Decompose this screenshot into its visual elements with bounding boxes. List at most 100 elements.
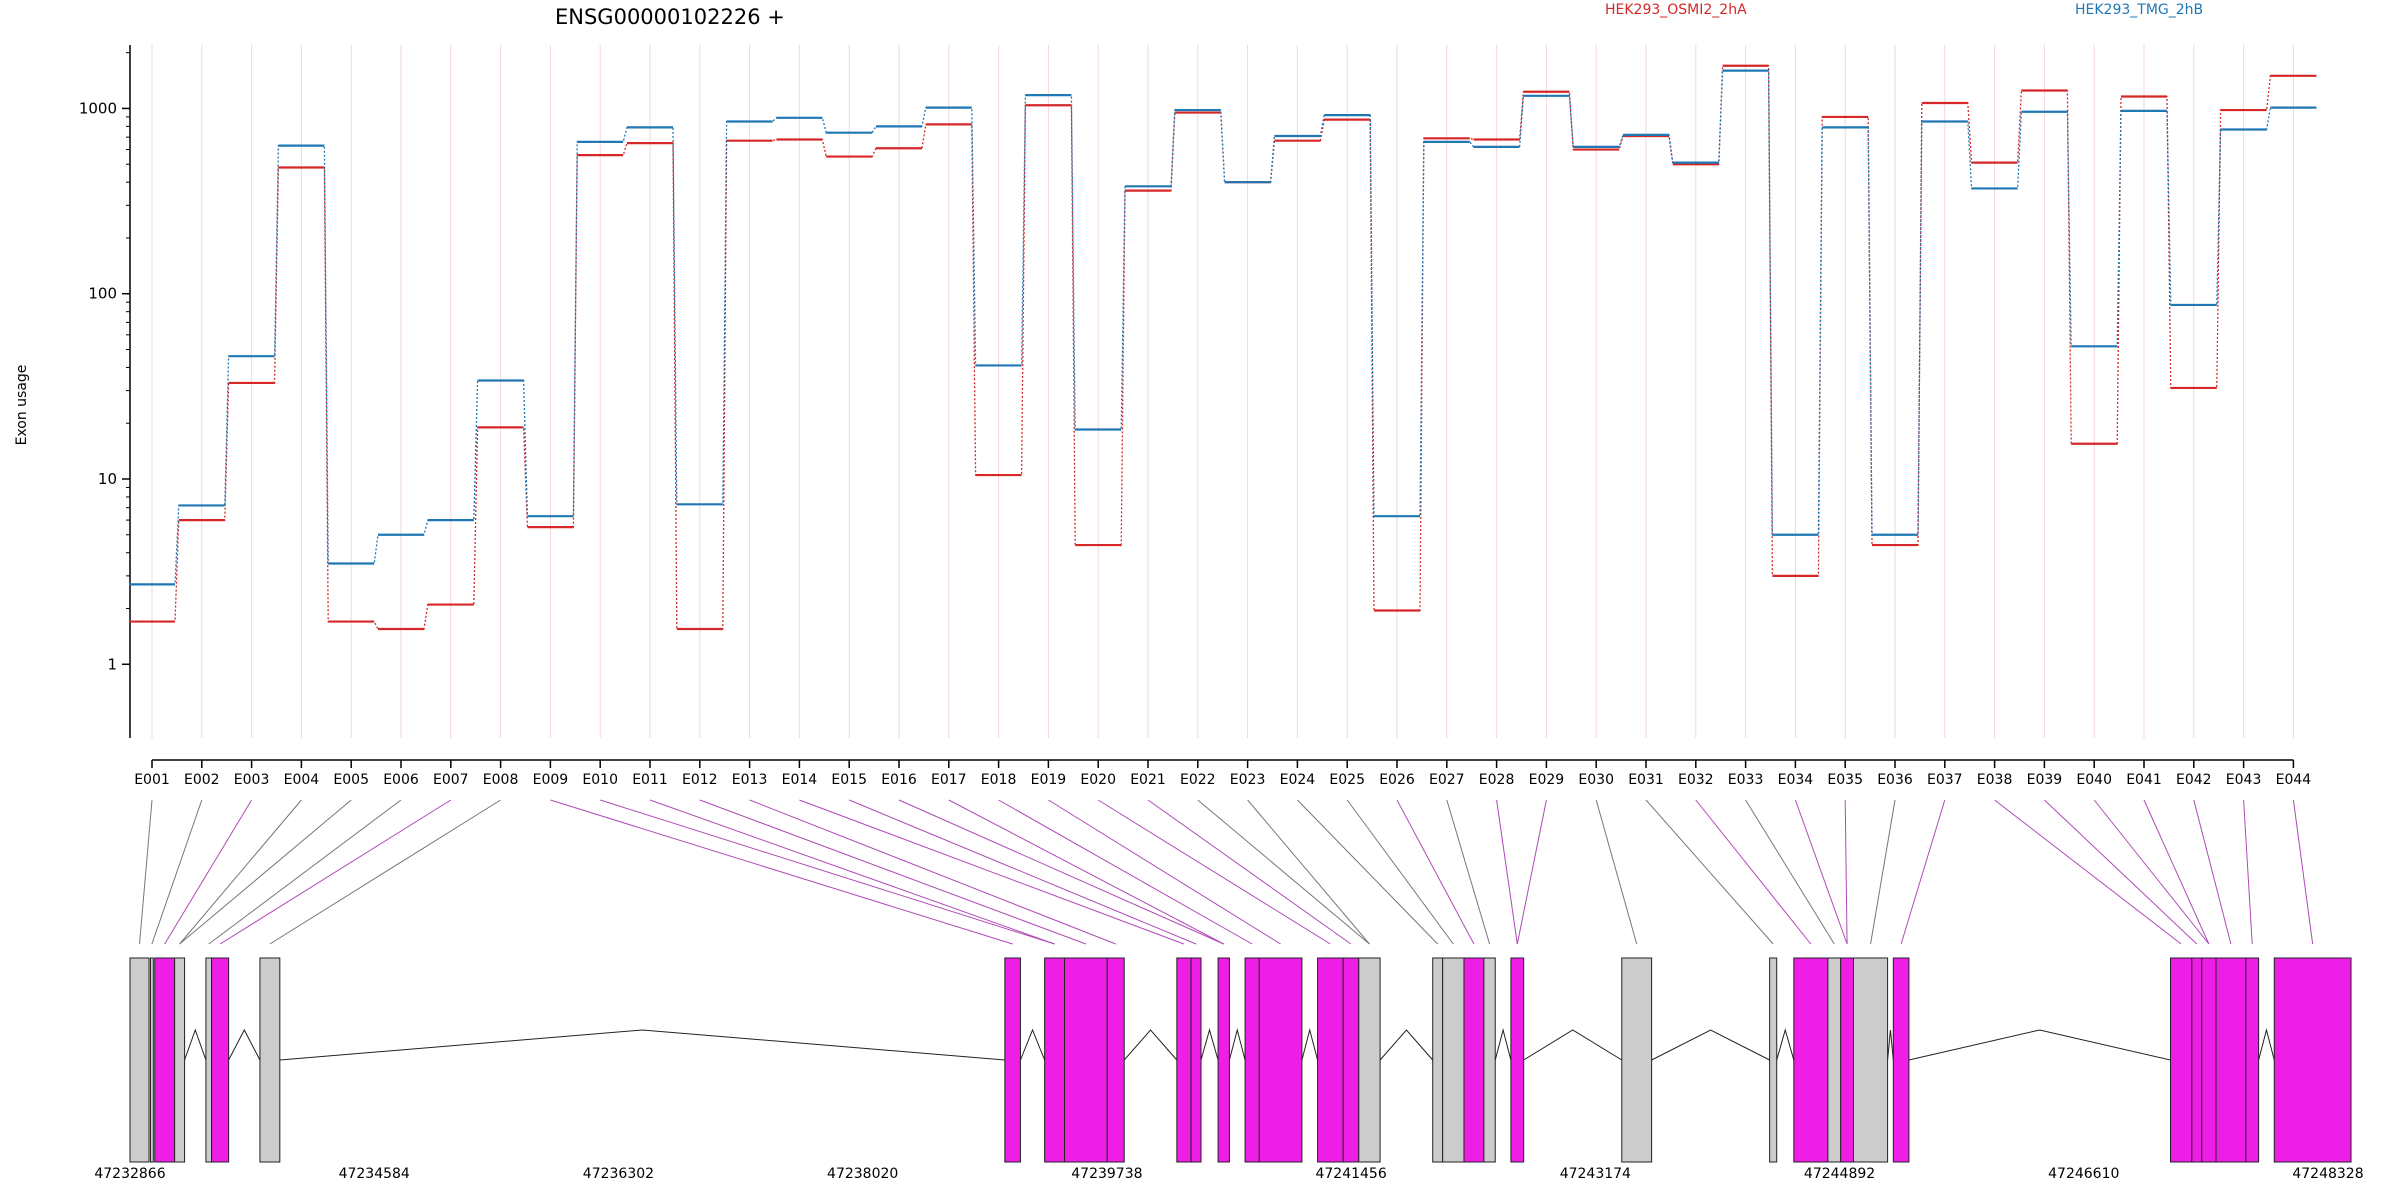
exon-connector [898, 799, 1224, 945]
exon-block [1769, 957, 1778, 1163]
x-tick-label: E029 [1529, 772, 1565, 788]
x-tick-label: E019 [1031, 772, 1067, 788]
exon-connector [2292, 799, 2314, 945]
legend-series-2: HEK293_TMG_2hB [2075, 2, 2203, 18]
gene-model: 47232866 47234584 47236302 47238020 47239738… [94, 957, 2364, 1182]
intron-line [1776, 1028, 1795, 1061]
exon-block [149, 957, 154, 1163]
exon-block [1190, 957, 1202, 1163]
x-tick-label: E036 [1877, 772, 1913, 788]
intron-line [1123, 1029, 1178, 1061]
exon-block [1621, 957, 1653, 1163]
x-tick-label: E043 [2226, 772, 2262, 788]
x-tick-label: E015 [831, 772, 867, 788]
exon-connector [749, 799, 1116, 945]
x-tick-label: E031 [1628, 772, 1664, 788]
exon-block [129, 957, 150, 1163]
exon-connector [1844, 799, 1848, 945]
x-tick-label: E044 [2276, 772, 2312, 788]
exon-connector [2093, 799, 2210, 945]
series-connector-2 [129, 69, 2317, 585]
exon-block [205, 957, 213, 1163]
exon-block [154, 957, 176, 1163]
exon-block [174, 957, 186, 1163]
exon-connector [1048, 799, 1281, 945]
intron-line [1908, 1029, 2171, 1061]
exon-block [2273, 957, 2352, 1163]
intron-line [1019, 1028, 1046, 1061]
genomic-coordinate-label: 47248328 [2292, 1166, 2363, 1182]
intron-line [279, 1029, 1005, 1061]
genomic-coordinate-label: 47232866 [94, 1166, 165, 1182]
exon-connector [1870, 799, 1896, 945]
exon-block [211, 957, 230, 1163]
exon-connector [1396, 799, 1475, 945]
exon-connector [2143, 799, 2210, 945]
exon-connector [649, 799, 1055, 945]
intron-line [2258, 1028, 2275, 1061]
exon-block [1442, 957, 1465, 1163]
exon-connector [600, 799, 1055, 945]
x-tick-label: E040 [2076, 772, 2112, 788]
grid-lines [151, 45, 2294, 738]
x-tick-label: E008 [483, 772, 519, 788]
x-tick-label: E013 [732, 772, 768, 788]
exon-block [1106, 957, 1125, 1163]
exon-block [1217, 957, 1230, 1163]
exon-connector [164, 799, 253, 945]
genomic-coordinate-label: 47239738 [1071, 1166, 1142, 1182]
exon-block [1852, 957, 1889, 1163]
exon-connector [1197, 799, 1370, 945]
exon-block [2245, 957, 2260, 1163]
exon-block [1793, 957, 1829, 1163]
x-tick-label: E035 [1827, 772, 1863, 788]
x-tick-label: E023 [1230, 772, 1266, 788]
y-tick-label: 1 [107, 655, 117, 673]
y-tick-label: 10 [98, 470, 117, 488]
genomic-coordinate-label: 47243174 [1560, 1166, 1631, 1182]
exon-block [259, 957, 281, 1163]
exon-connector [179, 799, 352, 945]
exon-block [2215, 957, 2247, 1163]
exon-block [1044, 957, 1066, 1163]
x-tick-label: E028 [1479, 772, 1515, 788]
exon-connector [1695, 799, 1812, 945]
x-tick-label: E034 [1778, 772, 1814, 788]
exon-block [1483, 957, 1496, 1163]
x-tick-label: E003 [234, 772, 270, 788]
intron-line [1200, 1028, 1219, 1061]
x-tick-label: E018 [981, 772, 1017, 788]
x-tick-label: E014 [782, 772, 818, 788]
series-connector-1 [129, 65, 2317, 630]
intron-line [184, 1028, 207, 1061]
exon-connector [1900, 799, 1946, 945]
exon-block [2201, 957, 2217, 1163]
exon-connector [151, 799, 203, 945]
exon-connector [219, 799, 452, 945]
x-tick-label: E038 [1977, 772, 2013, 788]
exon-block [1432, 957, 1444, 1163]
x-tick-label: E002 [184, 772, 220, 788]
x-tick-label: E012 [682, 772, 718, 788]
x-tick-label: E007 [433, 772, 469, 788]
exon-connector [1446, 799, 1491, 945]
x-tick-label: E030 [1578, 772, 1614, 788]
exon-block [1244, 957, 1260, 1163]
intron-line [1379, 1029, 1434, 1061]
x-tick-label: E020 [1080, 772, 1116, 788]
exon-connector [1297, 799, 1439, 945]
x-tick-label: E016 [881, 772, 917, 788]
exon-connector [948, 799, 1224, 945]
exon-connector [1247, 799, 1370, 945]
x-tick-label: E033 [1728, 772, 1764, 788]
exon-connector [1346, 799, 1454, 945]
intron-line [1523, 1029, 1623, 1061]
x-tick-label: E010 [582, 772, 618, 788]
exon-connector [139, 799, 153, 945]
exon-block [1463, 957, 1485, 1163]
exon-connectors [139, 799, 2314, 945]
exon-block [1840, 957, 1854, 1163]
exon-connector [550, 799, 1013, 945]
genomic-coordinate-label: 47236302 [583, 1166, 654, 1182]
